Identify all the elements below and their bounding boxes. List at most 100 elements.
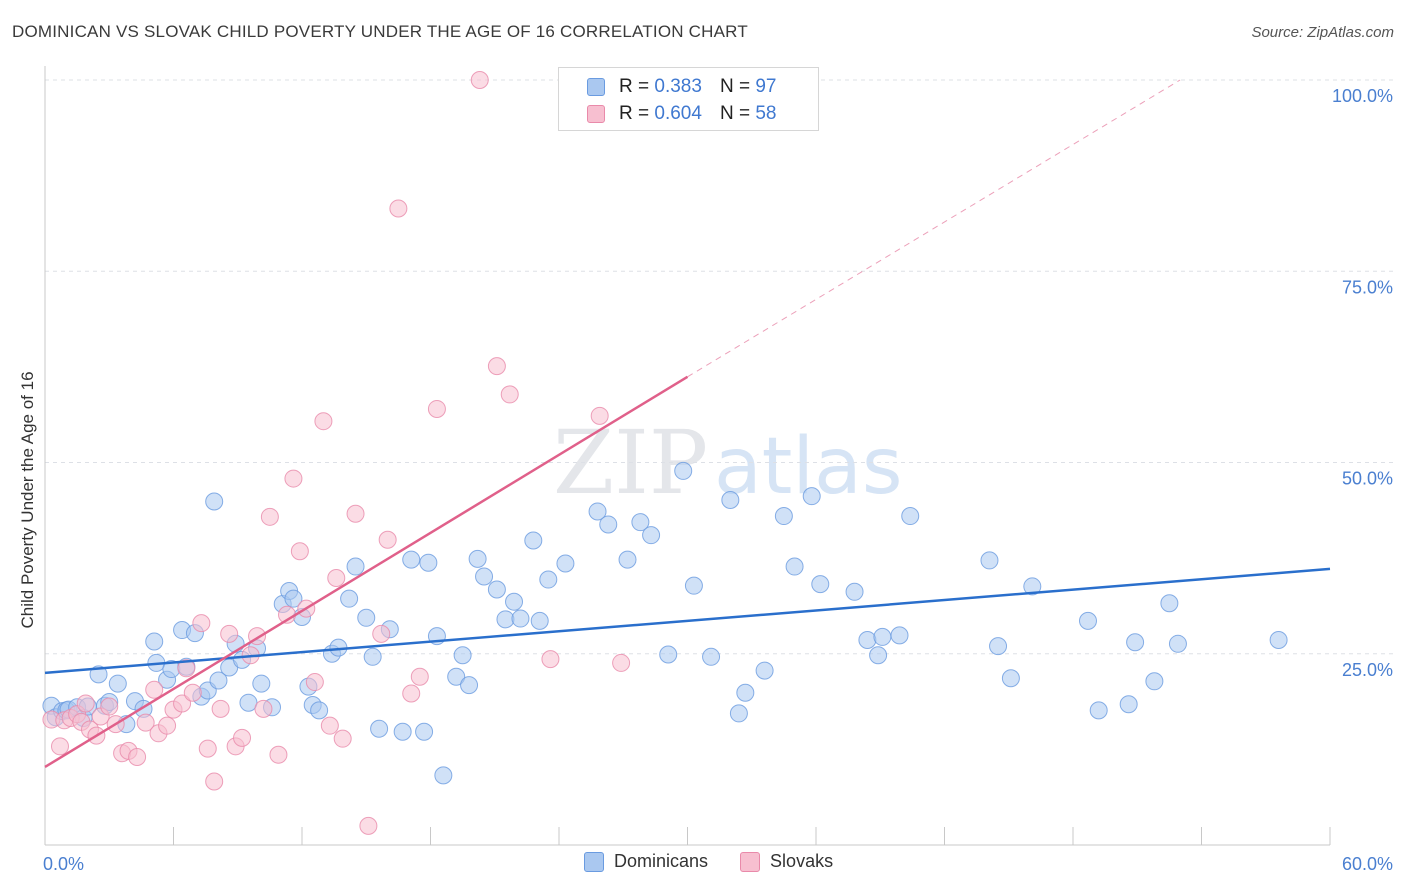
dominican-point (496, 610, 515, 629)
dominican-point (1126, 633, 1145, 652)
legend-swatch-blue (587, 78, 605, 96)
y-tick-label: 50.0% (1342, 469, 1393, 489)
dominican-point (340, 589, 359, 608)
slovak-point (205, 772, 224, 791)
dominican-point (370, 719, 389, 738)
dominican-point (402, 550, 421, 569)
slovak-trend-line (44, 375, 689, 769)
y-axis-label: Child Poverty Under the Age of 16 (18, 371, 37, 629)
dominican-point (980, 551, 999, 570)
dominican-point (108, 674, 127, 693)
dominican-point (873, 627, 892, 646)
dominican-point (1145, 672, 1164, 691)
x-tick-label: 60.0% (1342, 854, 1393, 874)
dominican-point (599, 515, 618, 534)
dominican-point (642, 526, 661, 545)
slovak-point (211, 699, 230, 718)
dominican-point (659, 645, 678, 664)
legend-n-label: N = (719, 103, 751, 124)
slovak-point (327, 569, 346, 588)
series-legend-dominicans: Dominicans (584, 851, 708, 872)
legend-row-dominicans: R = 0.383 N = 97 (587, 74, 776, 100)
dominican-point (453, 646, 472, 665)
dominican-point (729, 704, 748, 723)
dominican-point (434, 766, 453, 785)
dominican-point (811, 575, 830, 594)
dominican-point (284, 589, 303, 608)
series-swatch-blue (584, 851, 604, 872)
dominican-point (447, 667, 466, 686)
legend-r-value: 0.383 (654, 76, 702, 97)
dominican-point (631, 513, 650, 532)
slovak-point (136, 713, 155, 732)
slovak-point (410, 667, 429, 686)
slovak-point (427, 399, 446, 418)
slovak-point (128, 748, 147, 767)
legend-swatch-pink (587, 105, 605, 123)
x-tick-label: 0.0% (43, 854, 84, 874)
slovak-point (173, 694, 192, 713)
dominican-point (363, 647, 382, 666)
legend-n-label: N = (719, 76, 751, 97)
dominican-point (1269, 630, 1288, 649)
slovak-point (145, 680, 164, 699)
slovak-point (76, 694, 95, 713)
slovak-point (183, 683, 202, 702)
dominican-point (1089, 701, 1108, 720)
dominican-point (505, 592, 524, 611)
slovak-point (314, 412, 333, 431)
dominican-point (1001, 669, 1020, 688)
dominican-point (785, 557, 804, 576)
dominican-point (845, 582, 864, 601)
dominican-point (674, 461, 693, 480)
dominican-point (989, 637, 1008, 656)
dominican-point (209, 671, 228, 690)
legend-n-value: 58 (755, 103, 777, 124)
legend-n-value: 97 (755, 76, 777, 97)
dominican-point (524, 531, 543, 550)
y-axis-label-container: Child Poverty Under the Age of 16 (16, 200, 40, 800)
slovak-point (50, 737, 69, 756)
dominican-point (869, 646, 888, 665)
slovak-point (254, 699, 273, 718)
dominican-point (393, 722, 412, 741)
slovak-point (177, 659, 196, 678)
dominican-point (755, 661, 774, 680)
slovak-point (269, 745, 288, 764)
slovak-point (305, 673, 324, 692)
slovak-point (198, 739, 217, 758)
dominican-point (89, 665, 108, 684)
dominican-point (1078, 611, 1097, 630)
dominican-point (802, 487, 821, 506)
dominican-point (310, 701, 329, 720)
dominican-point (736, 683, 755, 702)
slovak-point (487, 357, 506, 376)
slovak-point (158, 716, 177, 735)
slovak-point (284, 469, 303, 488)
dominican-point (774, 507, 793, 526)
slovak-point (500, 385, 519, 404)
dominican-point (556, 554, 575, 573)
dominican-point (145, 632, 164, 651)
dominican-point (1023, 577, 1042, 596)
correlation-legend: R = 0.383 N = 97 R = 0.604 N = 58 (558, 67, 819, 131)
legend-r-value: 0.604 (654, 103, 702, 124)
chart-source: Source: ZipAtlas.com (1251, 24, 1394, 41)
dominican-point (1168, 634, 1187, 653)
dominican-point (858, 630, 877, 649)
dominican-point (419, 553, 438, 572)
y-tick-label: 25.0% (1342, 660, 1393, 680)
dominican-point (460, 676, 479, 695)
dominican-point (702, 647, 721, 666)
dominican-point (1160, 594, 1179, 613)
dominican-point (239, 693, 258, 712)
slovak-point (541, 650, 560, 669)
dominican-point (1119, 695, 1138, 714)
dominican-point (901, 507, 920, 526)
slovak-point (220, 624, 239, 643)
series-legend-slovaks: Slovaks (740, 851, 833, 872)
slovak-point (100, 697, 119, 716)
dominican-point (890, 626, 909, 645)
legend-r-label: R = (619, 103, 650, 124)
dominican-point (205, 492, 224, 511)
